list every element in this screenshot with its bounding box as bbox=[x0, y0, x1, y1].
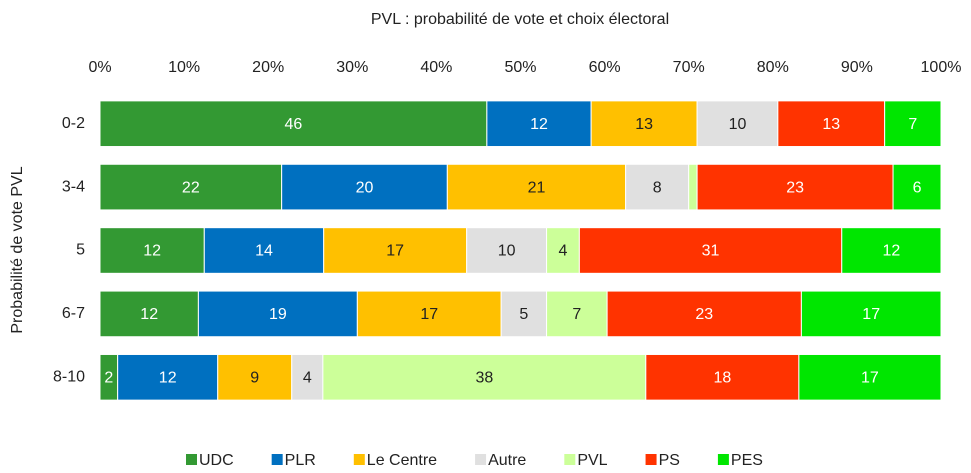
data-label: 12 bbox=[882, 243, 900, 260]
data-label: 5 bbox=[519, 306, 528, 323]
data-label: 10 bbox=[498, 243, 516, 260]
bar-segment bbox=[486, 100, 592, 148]
bar-segment bbox=[322, 353, 647, 401]
bar-segment bbox=[291, 353, 324, 401]
x-tick-label: 100% bbox=[921, 59, 962, 76]
data-label: 21 bbox=[528, 179, 546, 196]
data-label: 20 bbox=[356, 179, 374, 196]
bar-segment bbox=[688, 163, 698, 211]
x-tick-label: 10% bbox=[168, 59, 200, 76]
y-tick-label: 3-4 bbox=[62, 178, 85, 195]
data-label: 2 bbox=[104, 370, 113, 387]
data-label: 17 bbox=[861, 370, 879, 387]
legend-swatch bbox=[564, 454, 576, 465]
bar-segment bbox=[606, 290, 802, 338]
legend-swatch bbox=[645, 454, 657, 465]
legend-label: Autre bbox=[488, 452, 526, 469]
bar-segment bbox=[500, 290, 548, 338]
data-label: 4 bbox=[303, 370, 312, 387]
data-label: 7 bbox=[572, 306, 581, 323]
data-label: 17 bbox=[420, 306, 438, 323]
legend-label: UDC bbox=[199, 452, 234, 469]
bar-segment bbox=[777, 100, 886, 148]
x-tick-label: 90% bbox=[841, 59, 873, 76]
data-label: 9 bbox=[250, 370, 259, 387]
data-label: 31 bbox=[702, 243, 720, 260]
bar-segment bbox=[99, 227, 205, 274]
data-label: 13 bbox=[635, 116, 653, 133]
legend-label: PS bbox=[659, 452, 680, 469]
data-label: 6 bbox=[913, 179, 922, 196]
bar-segment bbox=[446, 163, 627, 211]
x-tick-label: 50% bbox=[504, 59, 536, 76]
bar-segment bbox=[884, 100, 942, 148]
bar-segment bbox=[203, 227, 325, 274]
y-tick-label: 0-2 bbox=[62, 115, 85, 132]
y-tick-label: 8-10 bbox=[53, 369, 85, 386]
bar-segment bbox=[356, 290, 502, 338]
bar-segment bbox=[625, 163, 690, 211]
data-label: 4 bbox=[559, 243, 568, 260]
x-tick-label: 20% bbox=[252, 59, 284, 76]
bar-segment bbox=[798, 353, 942, 401]
data-label: 18 bbox=[713, 370, 731, 387]
data-label: 38 bbox=[475, 370, 493, 387]
legend-label: PVL bbox=[577, 452, 607, 469]
data-label: 46 bbox=[285, 116, 303, 133]
bar-segment bbox=[281, 163, 448, 211]
bar-segment bbox=[892, 163, 942, 211]
bar-segment bbox=[99, 100, 488, 148]
data-label: 12 bbox=[159, 370, 177, 387]
data-label: 23 bbox=[695, 306, 713, 323]
legend-swatch bbox=[475, 454, 487, 465]
data-label: 7 bbox=[908, 116, 917, 133]
legend-label: Le Centre bbox=[367, 452, 437, 469]
data-label: 17 bbox=[386, 243, 404, 260]
legend-swatch bbox=[186, 454, 197, 465]
x-tick-label: 60% bbox=[589, 59, 621, 76]
data-label: 12 bbox=[143, 243, 161, 260]
x-tick-label: 0% bbox=[88, 59, 111, 76]
x-tick-label: 80% bbox=[757, 59, 789, 76]
data-label: 22 bbox=[182, 179, 200, 196]
data-label: 12 bbox=[530, 116, 548, 133]
bar-segment bbox=[466, 227, 548, 274]
legend-swatch bbox=[717, 454, 729, 465]
bar-segment bbox=[99, 290, 199, 338]
x-tick-label: 30% bbox=[336, 59, 368, 76]
chart-title: PVL : probabilité de vote et choix élect… bbox=[371, 11, 669, 28]
data-label: 8 bbox=[653, 179, 662, 196]
bar-segment bbox=[645, 353, 800, 401]
bar-segment bbox=[590, 100, 698, 148]
y-tick-label: 6-7 bbox=[62, 305, 85, 322]
data-label: 14 bbox=[255, 243, 273, 260]
x-tick-label: 70% bbox=[673, 59, 705, 76]
bar-segment bbox=[197, 290, 358, 338]
bar-segment bbox=[546, 227, 580, 274]
bar-segment bbox=[841, 227, 942, 274]
x-tick-label: 40% bbox=[420, 59, 452, 76]
data-label: 23 bbox=[786, 179, 804, 196]
bar-segment bbox=[99, 163, 283, 211]
data-label: 17 bbox=[862, 306, 880, 323]
bar-segment bbox=[800, 290, 942, 338]
data-label: 10 bbox=[729, 116, 747, 133]
legend-swatch bbox=[271, 454, 283, 465]
data-label: 19 bbox=[269, 306, 287, 323]
legend-label: PLR bbox=[285, 452, 316, 469]
legend-label: PES bbox=[731, 452, 763, 469]
data-label: 12 bbox=[140, 306, 158, 323]
bar-segment bbox=[578, 227, 843, 274]
y-tick-label: 5 bbox=[76, 242, 85, 259]
data-label: 13 bbox=[822, 116, 840, 133]
y-axis-label: Probabilité de vote PVL bbox=[9, 166, 26, 333]
legend-swatch bbox=[353, 454, 365, 465]
